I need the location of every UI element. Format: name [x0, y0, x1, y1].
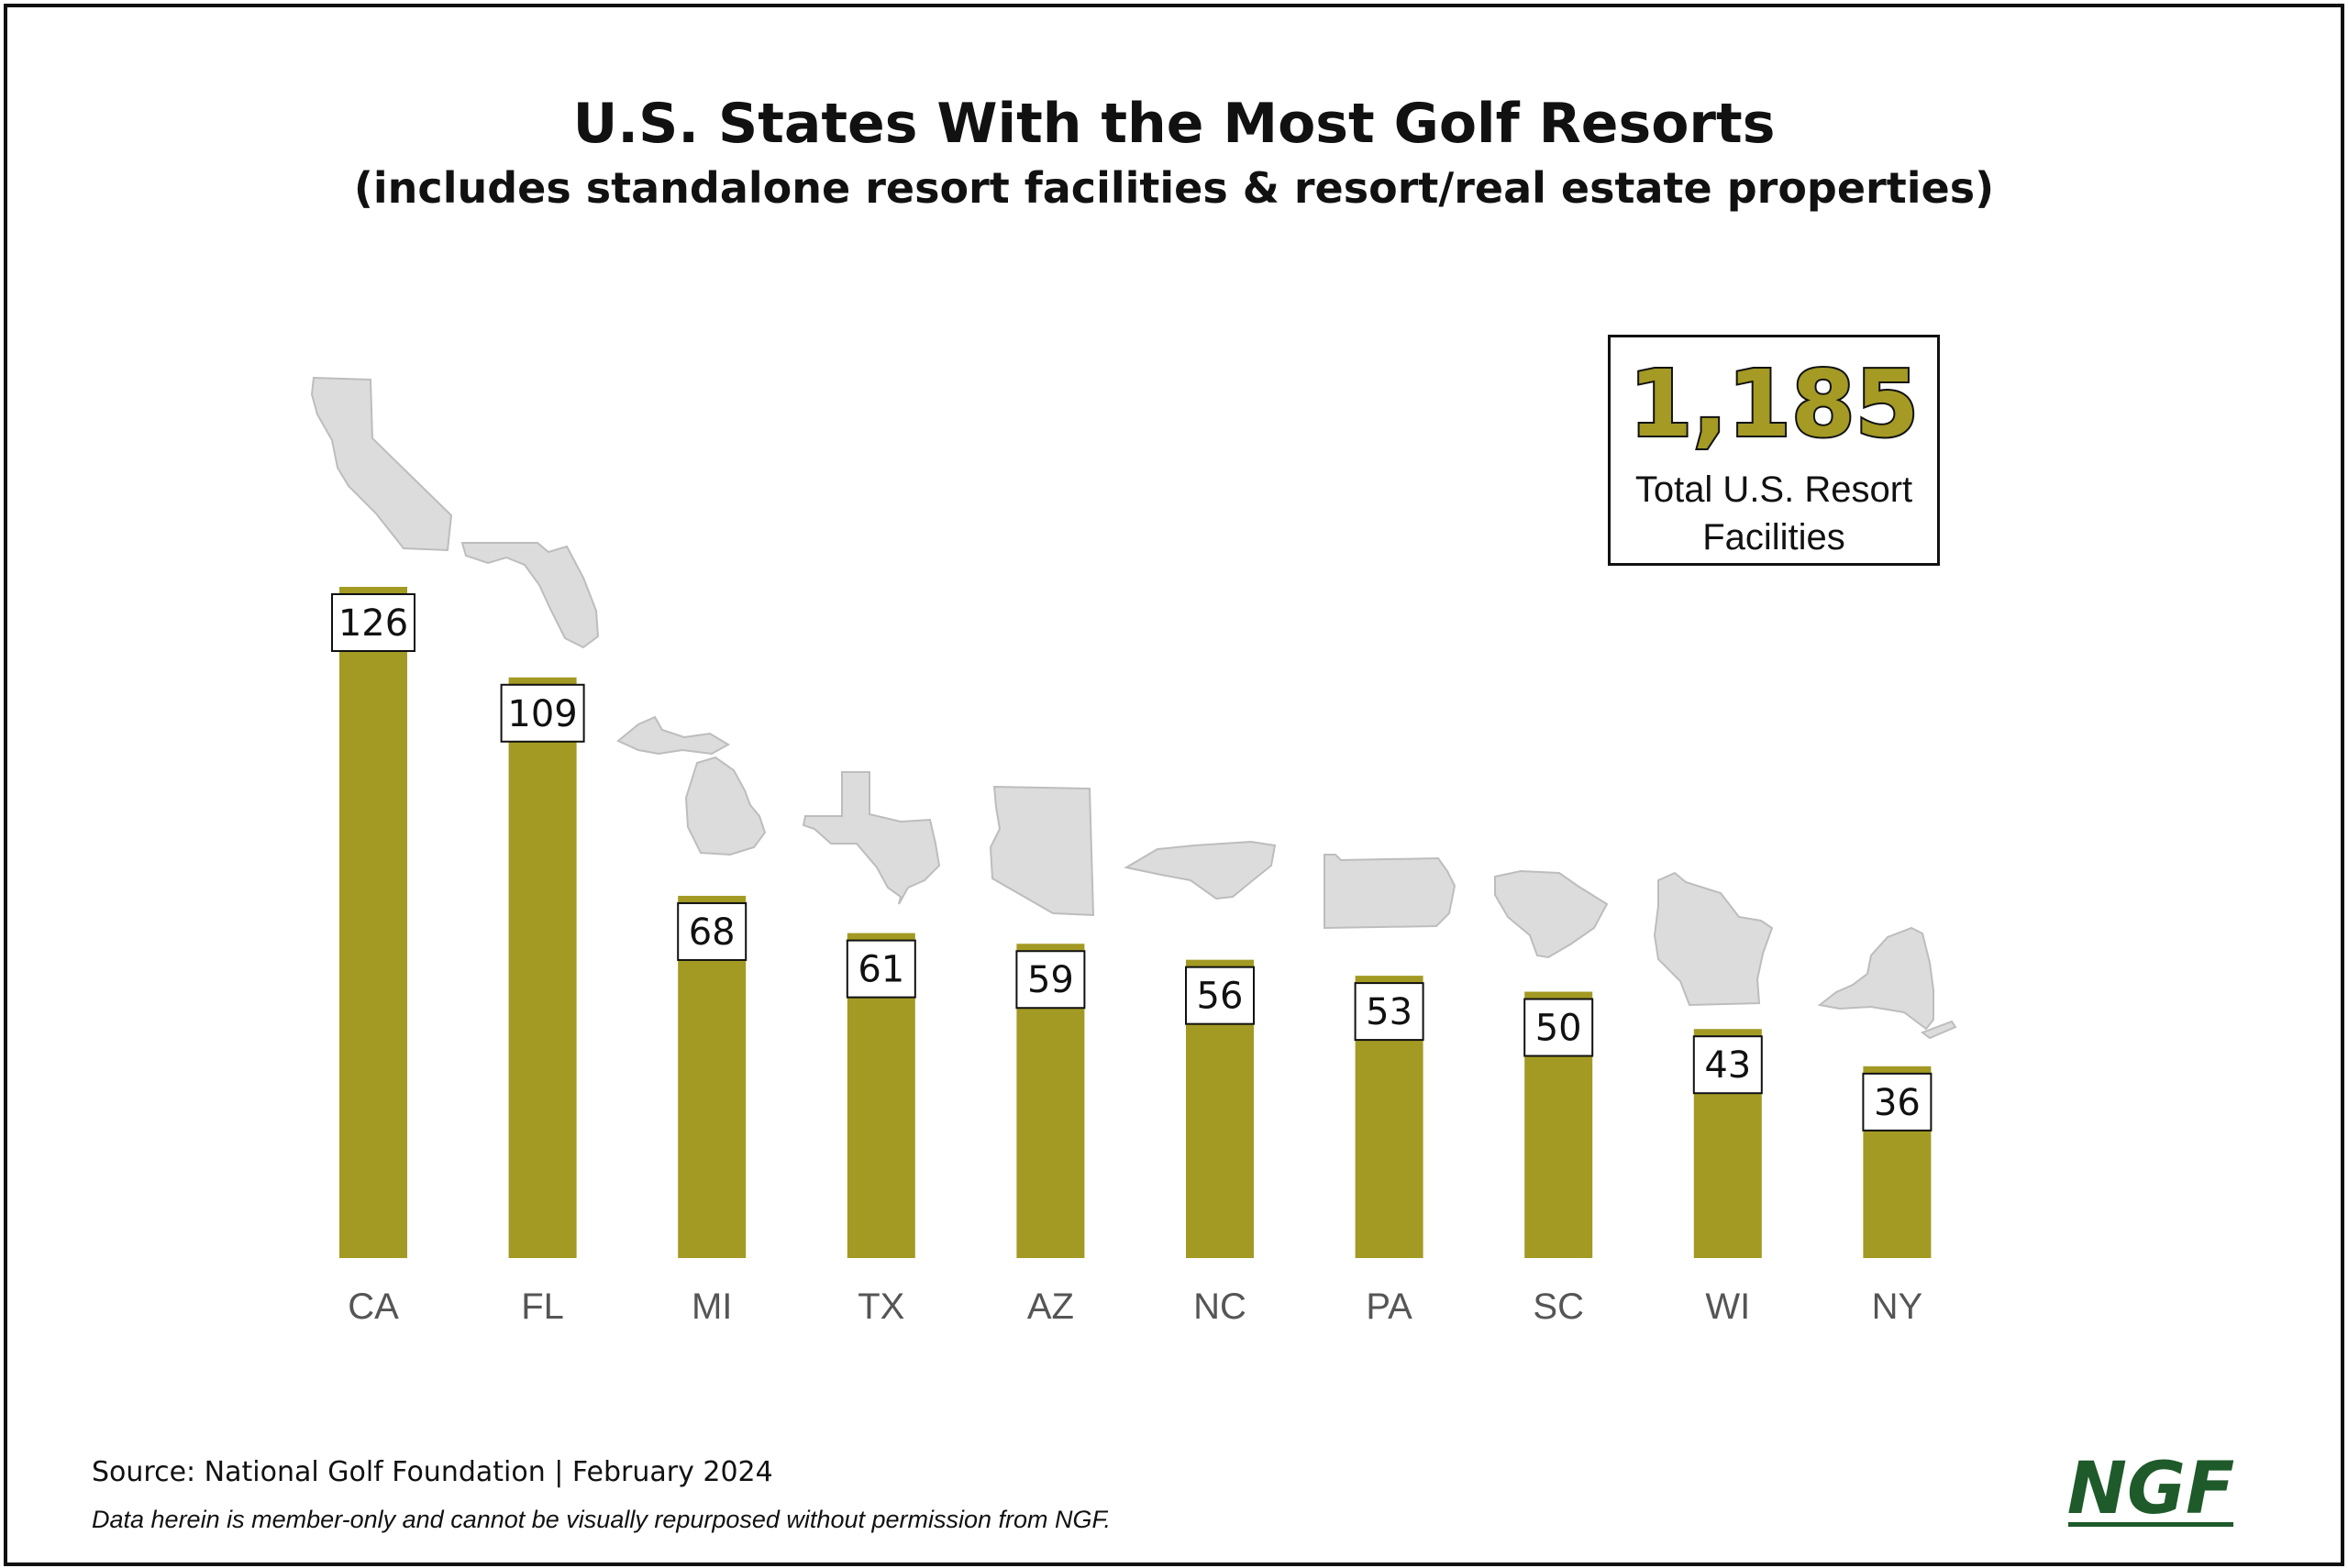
data-label-ca: 126 [338, 602, 408, 645]
data-label-box-ca [331, 593, 415, 652]
state-shape-pa [1324, 854, 1456, 930]
data-label-mi: 68 [689, 911, 736, 954]
data-label-box-fl [500, 683, 585, 743]
total-callout: 1,185 Total U.S. Resort Facilities [1608, 335, 1940, 566]
logo-text: NGF [2067, 1448, 2235, 1530]
state-shape-mi [616, 715, 767, 856]
chart-subtitle: (includes standalone resort facilities &… [353, 163, 1995, 213]
x-tick-sc: SC [1533, 1286, 1584, 1327]
state-shape-nc [1124, 840, 1277, 900]
x-tick-tx: TX [858, 1286, 904, 1327]
state-shapes [310, 376, 1957, 1040]
ngf-logo: NGF [2067, 1448, 2235, 1530]
data-label-az: 59 [1027, 959, 1074, 1001]
state-shape-wi [1653, 871, 1774, 1007]
data-label-tx: 61 [858, 949, 904, 991]
data-label-pa: 53 [1366, 991, 1412, 1033]
data-label-ny: 36 [1874, 1082, 1921, 1124]
total-number: 1,185 [1627, 350, 1921, 458]
state-shape-ny [1817, 926, 1957, 1040]
data-label-box-nc [1185, 966, 1255, 1025]
x-tick-wi: WI [1705, 1286, 1750, 1327]
x-tick-mi: MI [692, 1286, 732, 1327]
chart-title: U.S. States With the Most Golf Resorts [572, 92, 1776, 156]
data-label-sc: 50 [1535, 1008, 1582, 1050]
x-tick-az: AZ [1027, 1286, 1074, 1327]
x-tick-nc: NC [1193, 1286, 1246, 1327]
data-label-box-tx [846, 939, 916, 999]
bar-ca [339, 587, 407, 1258]
total-label: Total U.S. Resort Facilities [1634, 469, 1913, 558]
x-tick-ca: CA [348, 1286, 399, 1327]
x-tick-pa: PA [1366, 1286, 1412, 1327]
data-label-fl: 109 [507, 693, 577, 735]
data-label-box-pa [1354, 982, 1424, 1042]
disclaimer-note: Data herein is member-only and cannot be… [92, 1506, 1112, 1533]
chart-frame [4, 4, 2344, 1566]
x-tick-fl: FL [521, 1286, 564, 1327]
state-shape-ca [310, 376, 453, 552]
x-tick-ny: NY [1872, 1286, 1923, 1327]
data-label-box-wi [1692, 1035, 1763, 1095]
data-label-box-ny [1862, 1072, 1933, 1132]
bar-fl [508, 677, 577, 1258]
data-labels: 126 109 68 61 59 56 53 50 43 36 [331, 593, 1933, 1132]
state-shape-tx [802, 771, 941, 905]
data-label-box-az [1015, 950, 1086, 1010]
data-label-box-mi [677, 901, 748, 961]
data-label-box-sc [1523, 998, 1594, 1057]
data-label-wi: 43 [1704, 1044, 1751, 1087]
state-shape-sc [1494, 869, 1609, 959]
data-label-nc: 56 [1197, 976, 1244, 1018]
source-note: Source: National Golf Foundation | Febru… [92, 1456, 773, 1488]
state-shape-fl [460, 542, 600, 649]
x-axis-ticks: CA FL MI TX AZ NC PA SC WI NY [348, 1286, 1922, 1327]
logo-underline [2068, 1522, 2233, 1527]
state-shape-az [989, 785, 1095, 917]
